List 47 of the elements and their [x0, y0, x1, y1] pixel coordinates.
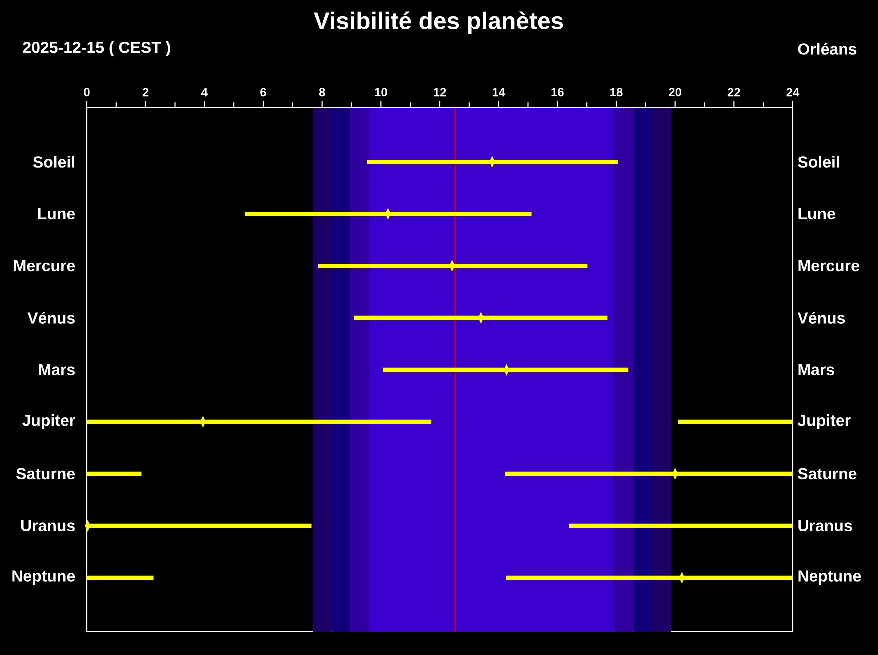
bar: [678, 420, 793, 424]
category-label: Neptune: [12, 570, 76, 586]
chart-title: Visibilité des planètes: [314, 12, 564, 34]
bar: [354, 316, 608, 320]
bar: [87, 576, 154, 580]
y-tick-label: Lune: [798, 208, 836, 220]
category-label: Jupiter: [22, 414, 76, 430]
x-tick-label: 8: [319, 88, 326, 97]
category-label: Lune: [38, 208, 76, 220]
bar: [505, 472, 793, 476]
x-tick-label: 10: [375, 88, 388, 97]
y-tick-label: Mars: [798, 364, 834, 376]
bar: [383, 368, 629, 372]
y-tick-label: Mercure: [798, 260, 860, 272]
category-label: Uranus: [21, 520, 75, 532]
x-tick-label: 4: [202, 88, 208, 97]
category-label: Mars: [39, 364, 75, 376]
x-tick-label: 22: [728, 88, 740, 97]
bar: [318, 264, 588, 268]
x-tick-label: 2: [142, 88, 149, 97]
x-tick-label: 14: [492, 88, 506, 97]
x-tick-label: 20: [669, 88, 682, 97]
bar: [506, 576, 793, 580]
y-tick-label: Uranus: [798, 520, 852, 532]
category-label: Vénus: [28, 312, 75, 324]
y-tick-label: Saturne: [798, 468, 857, 480]
x-tick-label: 16: [552, 88, 564, 97]
x-tick-label: 6: [260, 88, 266, 97]
bar: [569, 524, 793, 528]
chart-subtitle: 2025-12-15 ( CEST ): [23, 42, 170, 56]
text: Orléans: [798, 43, 857, 55]
bar: [87, 524, 312, 528]
x-tick-label: 18: [610, 88, 623, 97]
bar: [367, 160, 618, 164]
category-label: Saturne: [16, 468, 76, 480]
bar: [245, 212, 532, 216]
x-tick-label: 12: [434, 88, 446, 97]
bar: [87, 472, 142, 476]
category-label: Soleil: [33, 156, 74, 168]
y-tick-label: Soleil: [798, 156, 840, 168]
y-tick-label: Vénus: [798, 312, 846, 324]
y-tick-label: Neptune: [798, 570, 862, 586]
y-tick-label: Jupiter: [798, 414, 851, 430]
x-tick-label: 24: [786, 88, 800, 97]
category-label: Mercure: [14, 260, 76, 272]
bar: [87, 420, 432, 424]
x-tick-label: 0: [84, 88, 90, 97]
